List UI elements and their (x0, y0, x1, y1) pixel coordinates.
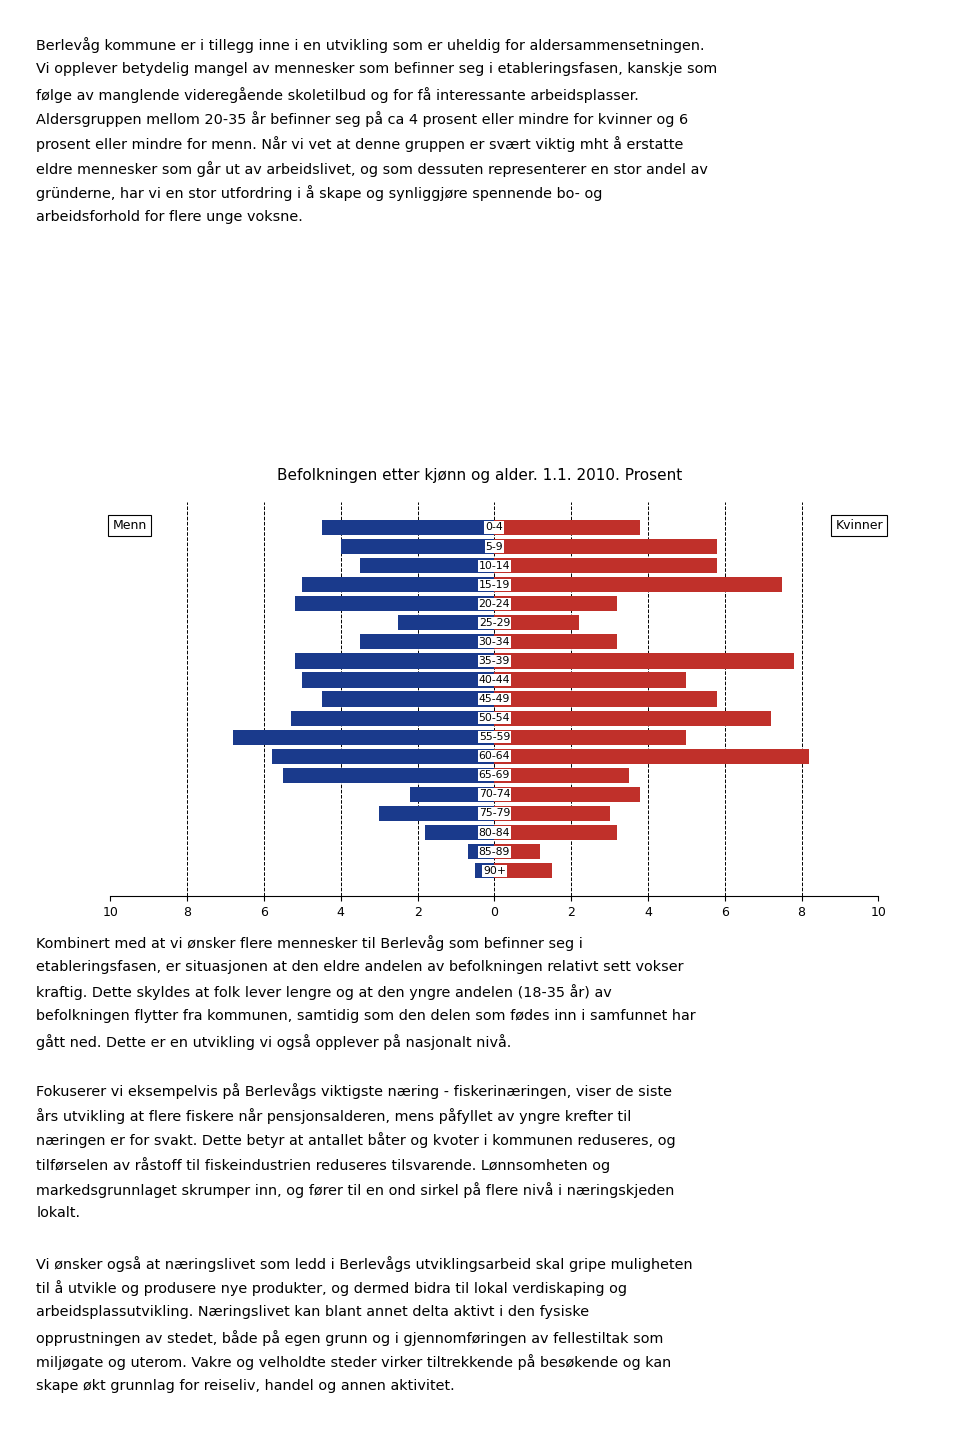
Text: befolkningen flytter fra kommunen, samtidig som den delen som fødes inn i samfun: befolkningen flytter fra kommunen, samti… (36, 1010, 696, 1022)
Text: lokalt.: lokalt. (36, 1206, 81, 1220)
Bar (494, 806, 610, 822)
Bar (494, 787, 640, 802)
Text: 30-34: 30-34 (479, 637, 510, 647)
Bar (475, 863, 494, 878)
Text: 5-9: 5-9 (486, 542, 503, 552)
Text: tilførselen av råstoff til fiskeindustrien reduseres tilsvarende. Lønnsomheten o: tilførselen av råstoff til fiskeindustri… (36, 1157, 611, 1173)
Bar (322, 521, 494, 535)
Bar (322, 691, 494, 707)
Text: 50-54: 50-54 (479, 713, 510, 723)
Bar (494, 654, 794, 668)
Text: miljøgate og uterom. Vakre og velholdte steder virker tiltrekkende på besøkende : miljøgate og uterom. Vakre og velholdte … (36, 1354, 672, 1371)
Text: 35-39: 35-39 (479, 655, 510, 665)
Bar (295, 654, 494, 668)
Bar (379, 806, 494, 822)
Bar (494, 863, 552, 878)
Text: Kombinert med at vi ønsker flere mennesker til Berlevåg som befinner seg i: Kombinert med at vi ønsker flere mennesk… (36, 935, 584, 951)
Text: Berlevåg kommune er i tillegg inne i en utvikling som er uheldig for aldersammen: Berlevåg kommune er i tillegg inne i en … (36, 37, 705, 53)
Text: 70-74: 70-74 (479, 790, 510, 799)
Text: gründerne, har vi en stor utfordring i å skape og synliggjøre spennende bo- og: gründerne, har vi en stor utfordring i å… (36, 185, 603, 201)
Bar (494, 845, 540, 859)
Text: Befolkningen etter kjønn og alder. 1.1. 2010. Prosent: Befolkningen etter kjønn og alder. 1.1. … (277, 469, 683, 483)
Bar (494, 576, 782, 592)
Text: 10-14: 10-14 (479, 561, 510, 571)
Text: 15-19: 15-19 (479, 579, 510, 589)
Text: 45-49: 45-49 (479, 694, 510, 704)
Bar (360, 634, 494, 650)
Bar (291, 710, 494, 726)
Text: 0-4: 0-4 (486, 522, 503, 532)
Bar (494, 558, 717, 574)
Bar (360, 558, 494, 574)
Text: 25-29: 25-29 (479, 618, 510, 628)
Bar (494, 521, 640, 535)
Text: arbeidsforhold for flere unge voksne.: arbeidsforhold for flere unge voksne. (36, 209, 303, 224)
Text: 75-79: 75-79 (479, 809, 510, 819)
Text: 60-64: 60-64 (479, 751, 510, 761)
Text: arbeidsplassutvikling. Næringslivet kan blant annet delta aktivt i den fysiske: arbeidsplassutvikling. Næringslivet kan … (36, 1305, 589, 1319)
Bar (468, 845, 494, 859)
Bar (302, 673, 494, 688)
Bar (302, 576, 494, 592)
Bar (494, 691, 717, 707)
Text: 85-89: 85-89 (479, 846, 510, 856)
Bar (425, 825, 494, 840)
Bar (494, 730, 686, 744)
Text: Menn: Menn (112, 519, 147, 532)
Text: 80-84: 80-84 (479, 827, 510, 837)
Bar (283, 767, 494, 783)
Bar (494, 634, 617, 650)
Text: 40-44: 40-44 (479, 675, 510, 685)
Text: følge av manglende videregående skoletilbud og for få interessante arbeidsplasse: følge av manglende videregående skoletil… (36, 86, 639, 103)
Text: 55-59: 55-59 (479, 733, 510, 743)
Text: skape økt grunnlag for reiseliv, handel og annen aktivitet.: skape økt grunnlag for reiseliv, handel … (36, 1380, 455, 1392)
Bar (494, 597, 617, 611)
Bar (494, 673, 686, 688)
Bar (494, 615, 579, 631)
Bar (233, 730, 494, 744)
Text: Vi ønsker også at næringslivet som ledd i Berlevågs utviklingsarbeid skal gripe : Vi ønsker også at næringslivet som ledd … (36, 1256, 693, 1272)
Text: til å utvikle og produsere nye produkter, og dermed bidra til lokal verdiskaping: til å utvikle og produsere nye produkter… (36, 1281, 628, 1296)
Bar (341, 539, 494, 554)
Bar (272, 749, 494, 764)
Text: 65-69: 65-69 (479, 770, 510, 780)
Bar (398, 615, 494, 631)
Text: gått ned. Dette er en utvikling vi også opplever på nasjonalt nivå.: gått ned. Dette er en utvikling vi også … (36, 1034, 512, 1050)
Text: Fokuserer vi eksempelvis på Berlevågs viktigste næring - fiskerinæringen, viser : Fokuserer vi eksempelvis på Berlevågs vi… (36, 1083, 672, 1098)
Text: etableringsfasen, er situasjonen at den eldre andelen av befolkningen relativt s: etableringsfasen, er situasjonen at den … (36, 959, 684, 974)
Text: års utvikling at flere fiskere når pensjonsalderen, mens påfyllet av yngre kreft: års utvikling at flere fiskere når pensj… (36, 1107, 632, 1124)
Text: opprustningen av stedet, både på egen grunn og i gjennomføringen av fellestiltak: opprustningen av stedet, både på egen gr… (36, 1329, 664, 1345)
Text: eldre mennesker som går ut av arbeidslivet, og som dessuten representerer en sto: eldre mennesker som går ut av arbeidsliv… (36, 161, 708, 176)
Text: kraftig. Dette skyldes at folk lever lengre og at den yngre andelen (18-35 år) a: kraftig. Dette skyldes at folk lever len… (36, 984, 612, 1001)
Bar (494, 767, 629, 783)
Text: Vi opplever betydelig mangel av mennesker som befinner seg i etableringsfasen, k: Vi opplever betydelig mangel av menneske… (36, 62, 718, 76)
Bar (494, 710, 771, 726)
Text: prosent eller mindre for menn. Når vi vet at denne gruppen er svært viktig mht å: prosent eller mindre for menn. Når vi ve… (36, 136, 684, 152)
Text: næringen er for svakt. Dette betyr at antallet båter og kvoter i kommunen reduse: næringen er for svakt. Dette betyr at an… (36, 1133, 676, 1149)
Bar (494, 539, 717, 554)
Text: Aldersgruppen mellom 20-35 år befinner seg på ca 4 prosent eller mindre for kvin: Aldersgruppen mellom 20-35 år befinner s… (36, 112, 688, 128)
Bar (494, 749, 809, 764)
Bar (295, 597, 494, 611)
Text: markedsgrunnlaget skrumper inn, og fører til en ond sirkel på flere nivå i nærin: markedsgrunnlaget skrumper inn, og fører… (36, 1182, 675, 1197)
Text: Kvinner: Kvinner (835, 519, 883, 532)
Text: 20-24: 20-24 (479, 599, 510, 608)
Bar (494, 825, 617, 840)
Bar (410, 787, 494, 802)
Text: 90+: 90+ (483, 866, 506, 876)
